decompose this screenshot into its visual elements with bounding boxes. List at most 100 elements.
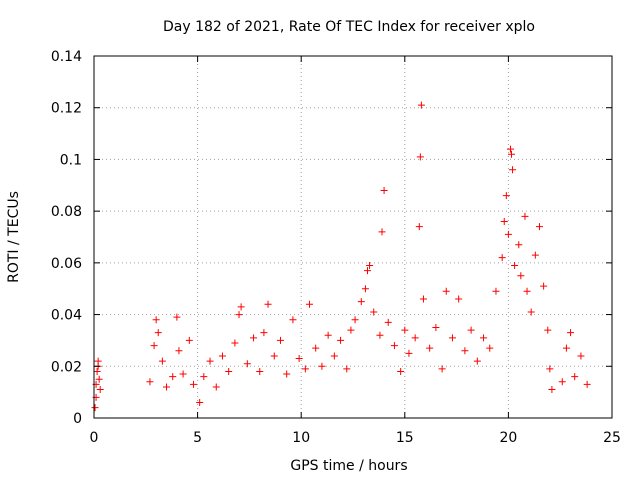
data-point [416,153,424,161]
data-point [562,344,570,352]
data-point [189,380,197,388]
data-point [442,287,450,295]
chart-title: Day 182 of 2021, Rate Of TEC Index for r… [163,19,535,35]
data-point [175,347,183,355]
x-tick-label: 15 [396,430,414,446]
data-point [577,352,585,360]
data-point [461,347,469,355]
data-point [511,261,519,269]
data-point [218,352,226,360]
data-points [91,101,591,412]
data-point [415,223,423,231]
y-tick-label: 0.06 [51,256,82,272]
x-tick-label: 5 [193,430,202,446]
data-point [384,318,392,326]
data-point [548,386,556,394]
data-point [419,295,427,303]
data-point [527,308,535,316]
data-point [401,326,409,334]
data-point [225,367,233,375]
data-point [312,344,320,352]
data-point [504,230,512,238]
data-point [502,192,510,200]
data-point [546,365,554,373]
x-tick-labels: 0 5 10 15 20 25 [90,430,621,446]
y-tick-label: 0.04 [51,308,82,324]
data-point [347,326,355,334]
y-tick-label: 0.08 [51,204,82,220]
data-point [212,383,220,391]
data-point [558,378,566,386]
data-point [571,373,579,381]
data-point [486,344,494,352]
data-point [150,342,158,350]
data-point [515,241,523,249]
data-point [405,349,413,357]
data-point [305,300,313,308]
x-axis-label: GPS time / hours [290,458,407,474]
data-point [480,334,488,342]
data-point [417,101,425,109]
data-point [289,316,297,324]
data-point [455,295,463,303]
data-point [237,303,245,311]
data-point [196,398,204,406]
data-point [521,212,529,220]
data-point [179,370,187,378]
data-point [517,272,525,280]
data-point [535,223,543,231]
data-point [152,316,160,324]
data-point [295,355,303,363]
data-point [93,367,101,375]
data-point [397,367,405,375]
data-point [432,324,440,331]
data-point [243,360,251,368]
data-point [206,357,214,365]
x-tick-label: 20 [499,430,517,446]
data-point [583,380,591,388]
data-point [351,316,359,324]
data-point [540,282,548,290]
data-point [95,375,103,383]
data-point [200,373,208,381]
y-axis-label: ROTI / TECUs [6,191,22,283]
data-point [250,334,258,342]
data-point [283,370,291,378]
data-point [378,228,386,236]
data-point [498,254,506,262]
data-point [158,357,166,365]
data-point [509,166,517,174]
data-point [376,331,384,339]
data-point [438,365,446,373]
data-point [508,150,516,158]
data-point [91,404,99,412]
x-tick-label: 10 [292,430,310,446]
data-point [235,311,243,319]
plot-frame [93,55,613,419]
data-point [343,365,351,373]
data-point [154,329,162,337]
data-point [270,352,278,360]
data-point [411,334,419,342]
data-point [231,339,239,347]
data-point [260,329,268,337]
axis-ticks [93,55,613,419]
data-point [361,285,369,293]
data-point [185,336,193,344]
data-point [380,186,388,194]
data-point [531,251,539,259]
data-point [544,326,552,334]
data-point [146,378,154,386]
data-point [256,367,264,375]
data-point [96,386,104,394]
data-point [426,344,434,352]
data-point [500,217,508,225]
data-point [448,334,456,342]
x-tick-label: 25 [603,430,621,446]
data-point [324,331,332,339]
data-point [357,298,365,306]
data-point [330,352,338,360]
data-point [318,362,326,370]
